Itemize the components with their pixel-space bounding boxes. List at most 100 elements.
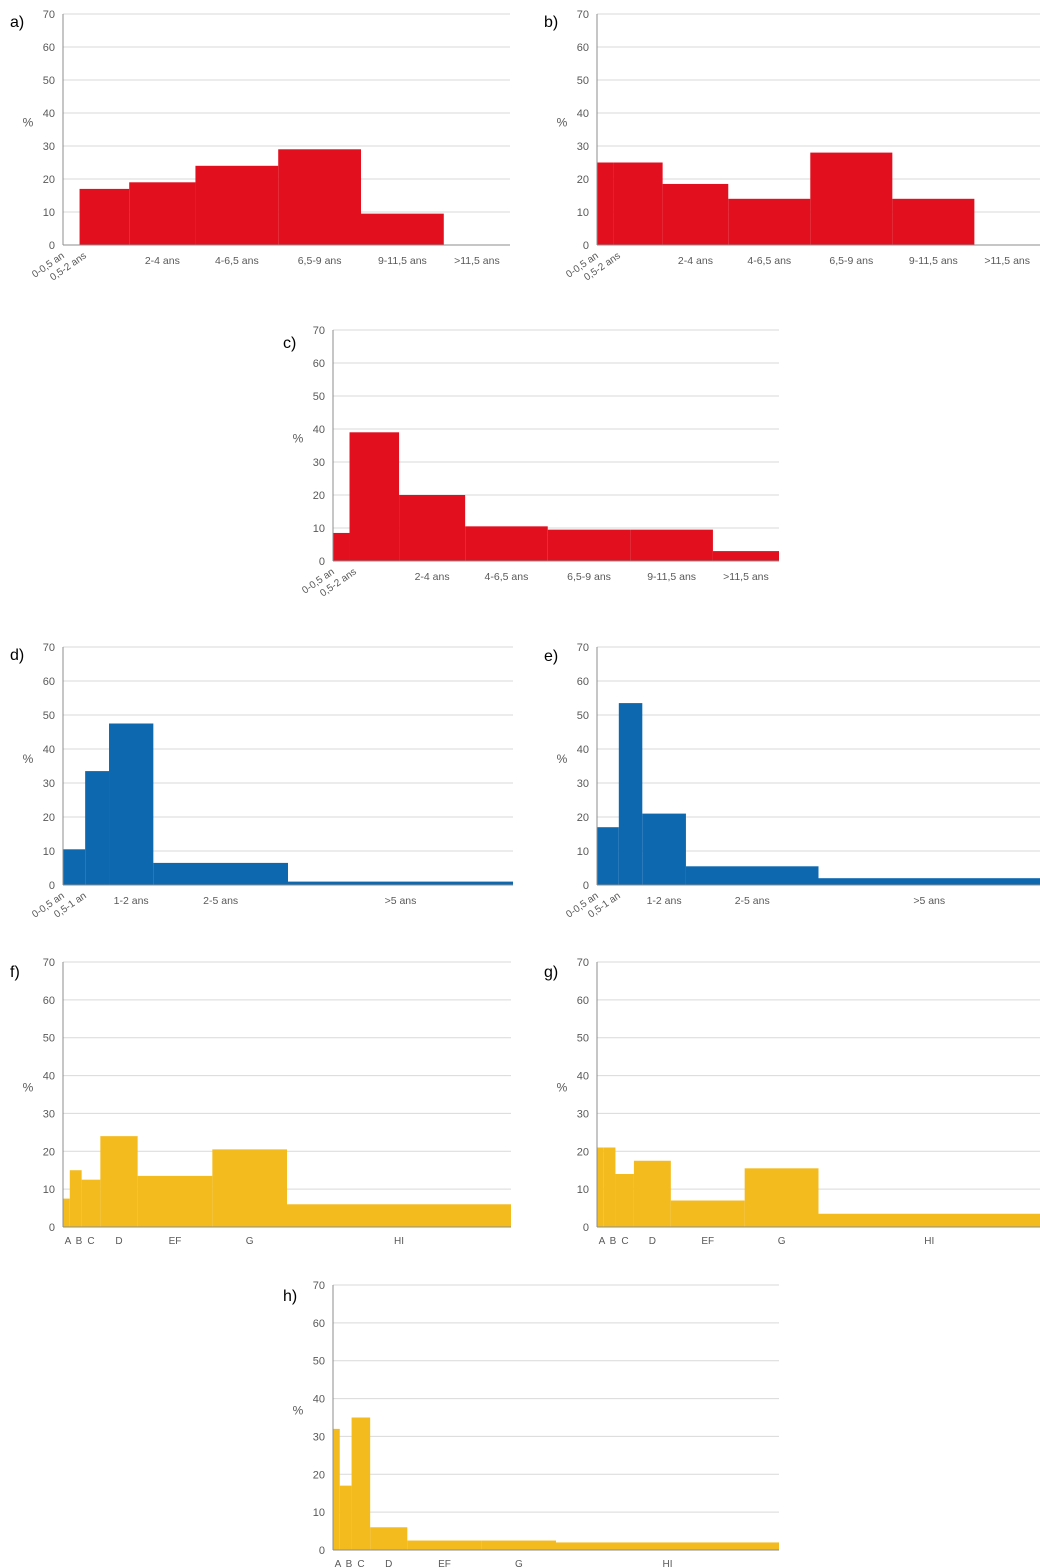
x-tick-label: G	[246, 1236, 254, 1247]
histogram-bar	[818, 878, 1040, 885]
histogram-bar	[153, 862, 288, 885]
y-tick-label: 50	[313, 1356, 325, 1368]
y-tick-label: 60	[43, 995, 55, 1007]
y-tick-label: 10	[43, 1184, 55, 1196]
y-tick-label: 70	[577, 642, 589, 654]
histogram-bar	[129, 182, 196, 245]
histogram-bar	[465, 526, 548, 561]
x-tick-label: 4-6,5 ans	[747, 255, 791, 267]
histogram-bar	[615, 1174, 634, 1227]
y-tick-label: 60	[577, 42, 589, 54]
y-tick-label: 20	[577, 812, 589, 824]
y-axis-label: %	[557, 752, 568, 766]
y-tick-label: 20	[577, 1146, 589, 1158]
y-tick-label: 0	[49, 1222, 55, 1234]
x-tick-label: 2-5 ans	[735, 895, 770, 907]
histogram-bar	[728, 198, 811, 245]
histogram-bar	[670, 1200, 745, 1227]
y-tick-label: 40	[313, 1394, 325, 1406]
y-tick-label: 50	[577, 75, 589, 87]
y-tick-label: 70	[43, 642, 55, 654]
histogram-bar	[278, 149, 361, 245]
histogram-bar	[212, 1149, 287, 1227]
histogram-bar	[109, 723, 154, 885]
y-axis-label: %	[557, 116, 568, 130]
histogram-bar	[744, 1168, 819, 1227]
x-tick-label: 6,5-9 ans	[298, 255, 342, 267]
panel-label: c)	[283, 335, 297, 352]
y-tick-label: 60	[313, 1318, 325, 1330]
x-tick-label: C	[621, 1236, 628, 1247]
chart-svg: 0 10 20 30 40 50 60 70% A B C D EF G HI	[23, 957, 511, 1247]
y-tick-label: 60	[577, 676, 589, 688]
y-tick-label: 40	[43, 1071, 55, 1083]
histogram-bar	[339, 1485, 352, 1550]
y-axis-label: %	[557, 1081, 568, 1095]
y-tick-label: 60	[577, 995, 589, 1007]
y-axis-label: %	[293, 432, 304, 446]
x-tick-label: 9-11,5 ans	[909, 255, 958, 267]
histogram-bar	[597, 162, 614, 245]
histogram-bar	[85, 771, 110, 885]
y-tick-label: 50	[43, 75, 55, 87]
x-tick-label: >11,5 ans	[984, 255, 1030, 267]
panel-label: f)	[10, 964, 20, 981]
y-tick-label: 40	[43, 108, 55, 120]
histogram-bar	[547, 529, 631, 561]
x-tick-label: G	[778, 1236, 786, 1247]
histogram-bar	[618, 703, 643, 885]
y-tick-label: 30	[313, 1431, 325, 1443]
histogram-bar	[81, 1179, 101, 1227]
histogram-bar	[662, 183, 729, 245]
chart-panel-d: 0 10 20 30 40 50 60 70% 0-0,5 an 0,5-1 an 1-2 ans 2…	[10, 642, 513, 921]
x-tick-label: 1-2 ans	[647, 895, 682, 907]
histogram-bar	[556, 1542, 779, 1550]
histogram-bar	[351, 1417, 371, 1550]
y-tick-label: 50	[43, 1033, 55, 1045]
x-tick-label: B	[346, 1559, 353, 1568]
y-tick-label: 70	[43, 957, 55, 969]
y-tick-label: 40	[577, 108, 589, 120]
x-tick-label: 4-6,5 ans	[215, 255, 259, 267]
histogram-bar	[349, 432, 400, 561]
histogram-bar	[137, 1175, 213, 1227]
y-tick-label: 70	[577, 957, 589, 969]
x-tick-label: C	[357, 1559, 364, 1568]
y-tick-label: 0	[49, 240, 55, 252]
histogram-bar	[361, 213, 444, 245]
histogram-bar	[685, 866, 819, 885]
y-tick-label: 60	[43, 42, 55, 54]
y-tick-label: 30	[577, 778, 589, 790]
x-tick-label: >5 ans	[913, 895, 945, 907]
x-tick-label: >11,5 ans	[454, 255, 500, 267]
histogram-bar	[195, 165, 279, 245]
x-tick-label: 1-2 ans	[114, 895, 149, 907]
y-tick-label: 0	[583, 240, 589, 252]
x-tick-label: HI	[394, 1236, 404, 1247]
x-tick-label: EF	[701, 1236, 714, 1247]
histogram-bar	[642, 813, 686, 885]
y-tick-label: 20	[43, 1146, 55, 1158]
y-tick-label: 0	[319, 1545, 325, 1557]
x-tick-label: D	[649, 1236, 656, 1247]
chart-panel-b: 0 10 20 30 40 50 60 70% 0-0,5 an 0,5-2 ans 2-4 ans…	[0, 0, 1040, 300]
chart-panel-a: 0 10 20 30 40 50 60 70% 0-0,5 an 0,5-2 ans 2-4 ans…	[0, 0, 520, 300]
histogram-bar	[288, 881, 513, 885]
y-tick-label: 30	[43, 141, 55, 153]
chart-svg: 0 10 20 30 40 50 60 70% A B C D EF G HI	[557, 957, 1040, 1247]
y-tick-label: 40	[577, 1071, 589, 1083]
histogram-bar	[818, 1213, 1040, 1227]
histogram-bar	[407, 1540, 482, 1550]
x-tick-label: >5 ans	[385, 895, 417, 907]
x-tick-label: EF	[169, 1236, 182, 1247]
y-tick-label: 70	[43, 9, 55, 21]
y-tick-label: 10	[577, 1184, 589, 1196]
x-tick-label: EF	[438, 1559, 451, 1568]
y-tick-label: 30	[43, 1108, 55, 1120]
chart-panel-c: 0 10 20 30 40 50 60 70% 0-0,5 an 0,5-2 ans 2-4 ans…	[0, 0, 1040, 620]
y-tick-label: 70	[577, 9, 589, 21]
histogram-bar	[597, 827, 619, 885]
histogram-bar	[892, 198, 975, 245]
